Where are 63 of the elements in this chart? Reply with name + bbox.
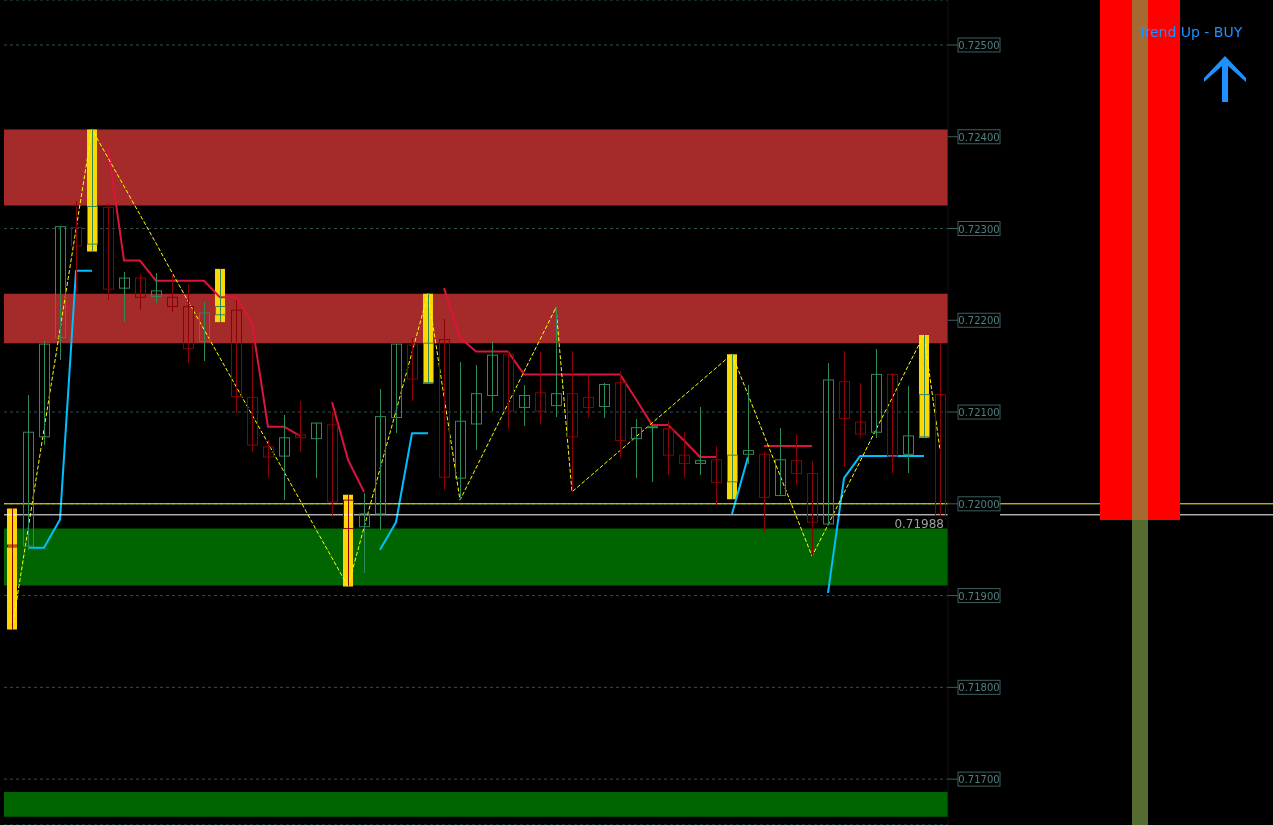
candlestick [743,383,754,466]
y-tick-label: 0.71700 [958,774,1000,786]
candlestick [631,418,642,479]
candlestick [407,336,418,402]
candlestick [327,411,338,516]
candlestick [567,349,578,493]
candlestick [759,450,770,534]
candlestick [71,200,82,294]
candlestick [439,318,450,491]
candlestick [647,424,658,483]
candlestick [471,364,482,451]
candlestick [167,273,178,313]
candlestick [375,388,386,532]
candlestick [503,350,514,431]
candlestick [359,492,370,574]
candlestick [55,225,66,361]
y-tick-label: 0.72200 [958,315,1000,327]
ref-line-label: 0.71988 [894,516,944,531]
y-tick-label: 0.71900 [958,590,1000,602]
candlestick [455,361,466,501]
candlestick [535,351,546,425]
candlestick [119,270,130,323]
y-tick-label: 0.72400 [958,131,1000,143]
candlestick [599,381,610,419]
y-tick-label: 0.72300 [958,223,1000,235]
candlestick [151,272,162,304]
candlestick [887,372,898,474]
candlestick [775,426,786,497]
candlestick [231,299,242,414]
candlestick [519,383,530,427]
candlestick [551,306,562,418]
y-tick-label: 0.72500 [958,39,1000,51]
candlestick [23,393,34,551]
candlestick [199,301,210,362]
candlestick [295,400,306,453]
text: Trend Up - BUY [1138,24,1243,40]
candlestick [823,362,834,525]
candlestick [903,385,914,474]
candlestick [695,406,706,477]
candlestick [183,282,194,365]
candlestick [615,370,626,459]
candlestick [663,420,674,477]
candlestick [711,445,722,506]
candlestick [391,343,402,434]
candlestick [807,459,818,557]
candlestick [839,349,850,468]
candlestick [247,343,258,454]
candlestick [855,381,866,439]
y-tick-label: 0.72100 [958,407,1000,419]
candlestick [871,347,882,439]
candlestick [135,273,146,311]
y-tick-label: 0.71800 [958,682,1000,694]
candlestick [487,340,498,412]
candlestick [311,422,322,479]
y-tick-label: 0.72000 [958,498,1000,510]
candlestick [279,414,290,501]
candlestick [39,340,50,446]
candlestick [679,431,690,479]
candlestick [791,433,802,487]
candlestick [263,438,274,479]
candlestick [583,371,594,419]
candlestick [935,342,946,517]
candlestick [103,202,114,301]
